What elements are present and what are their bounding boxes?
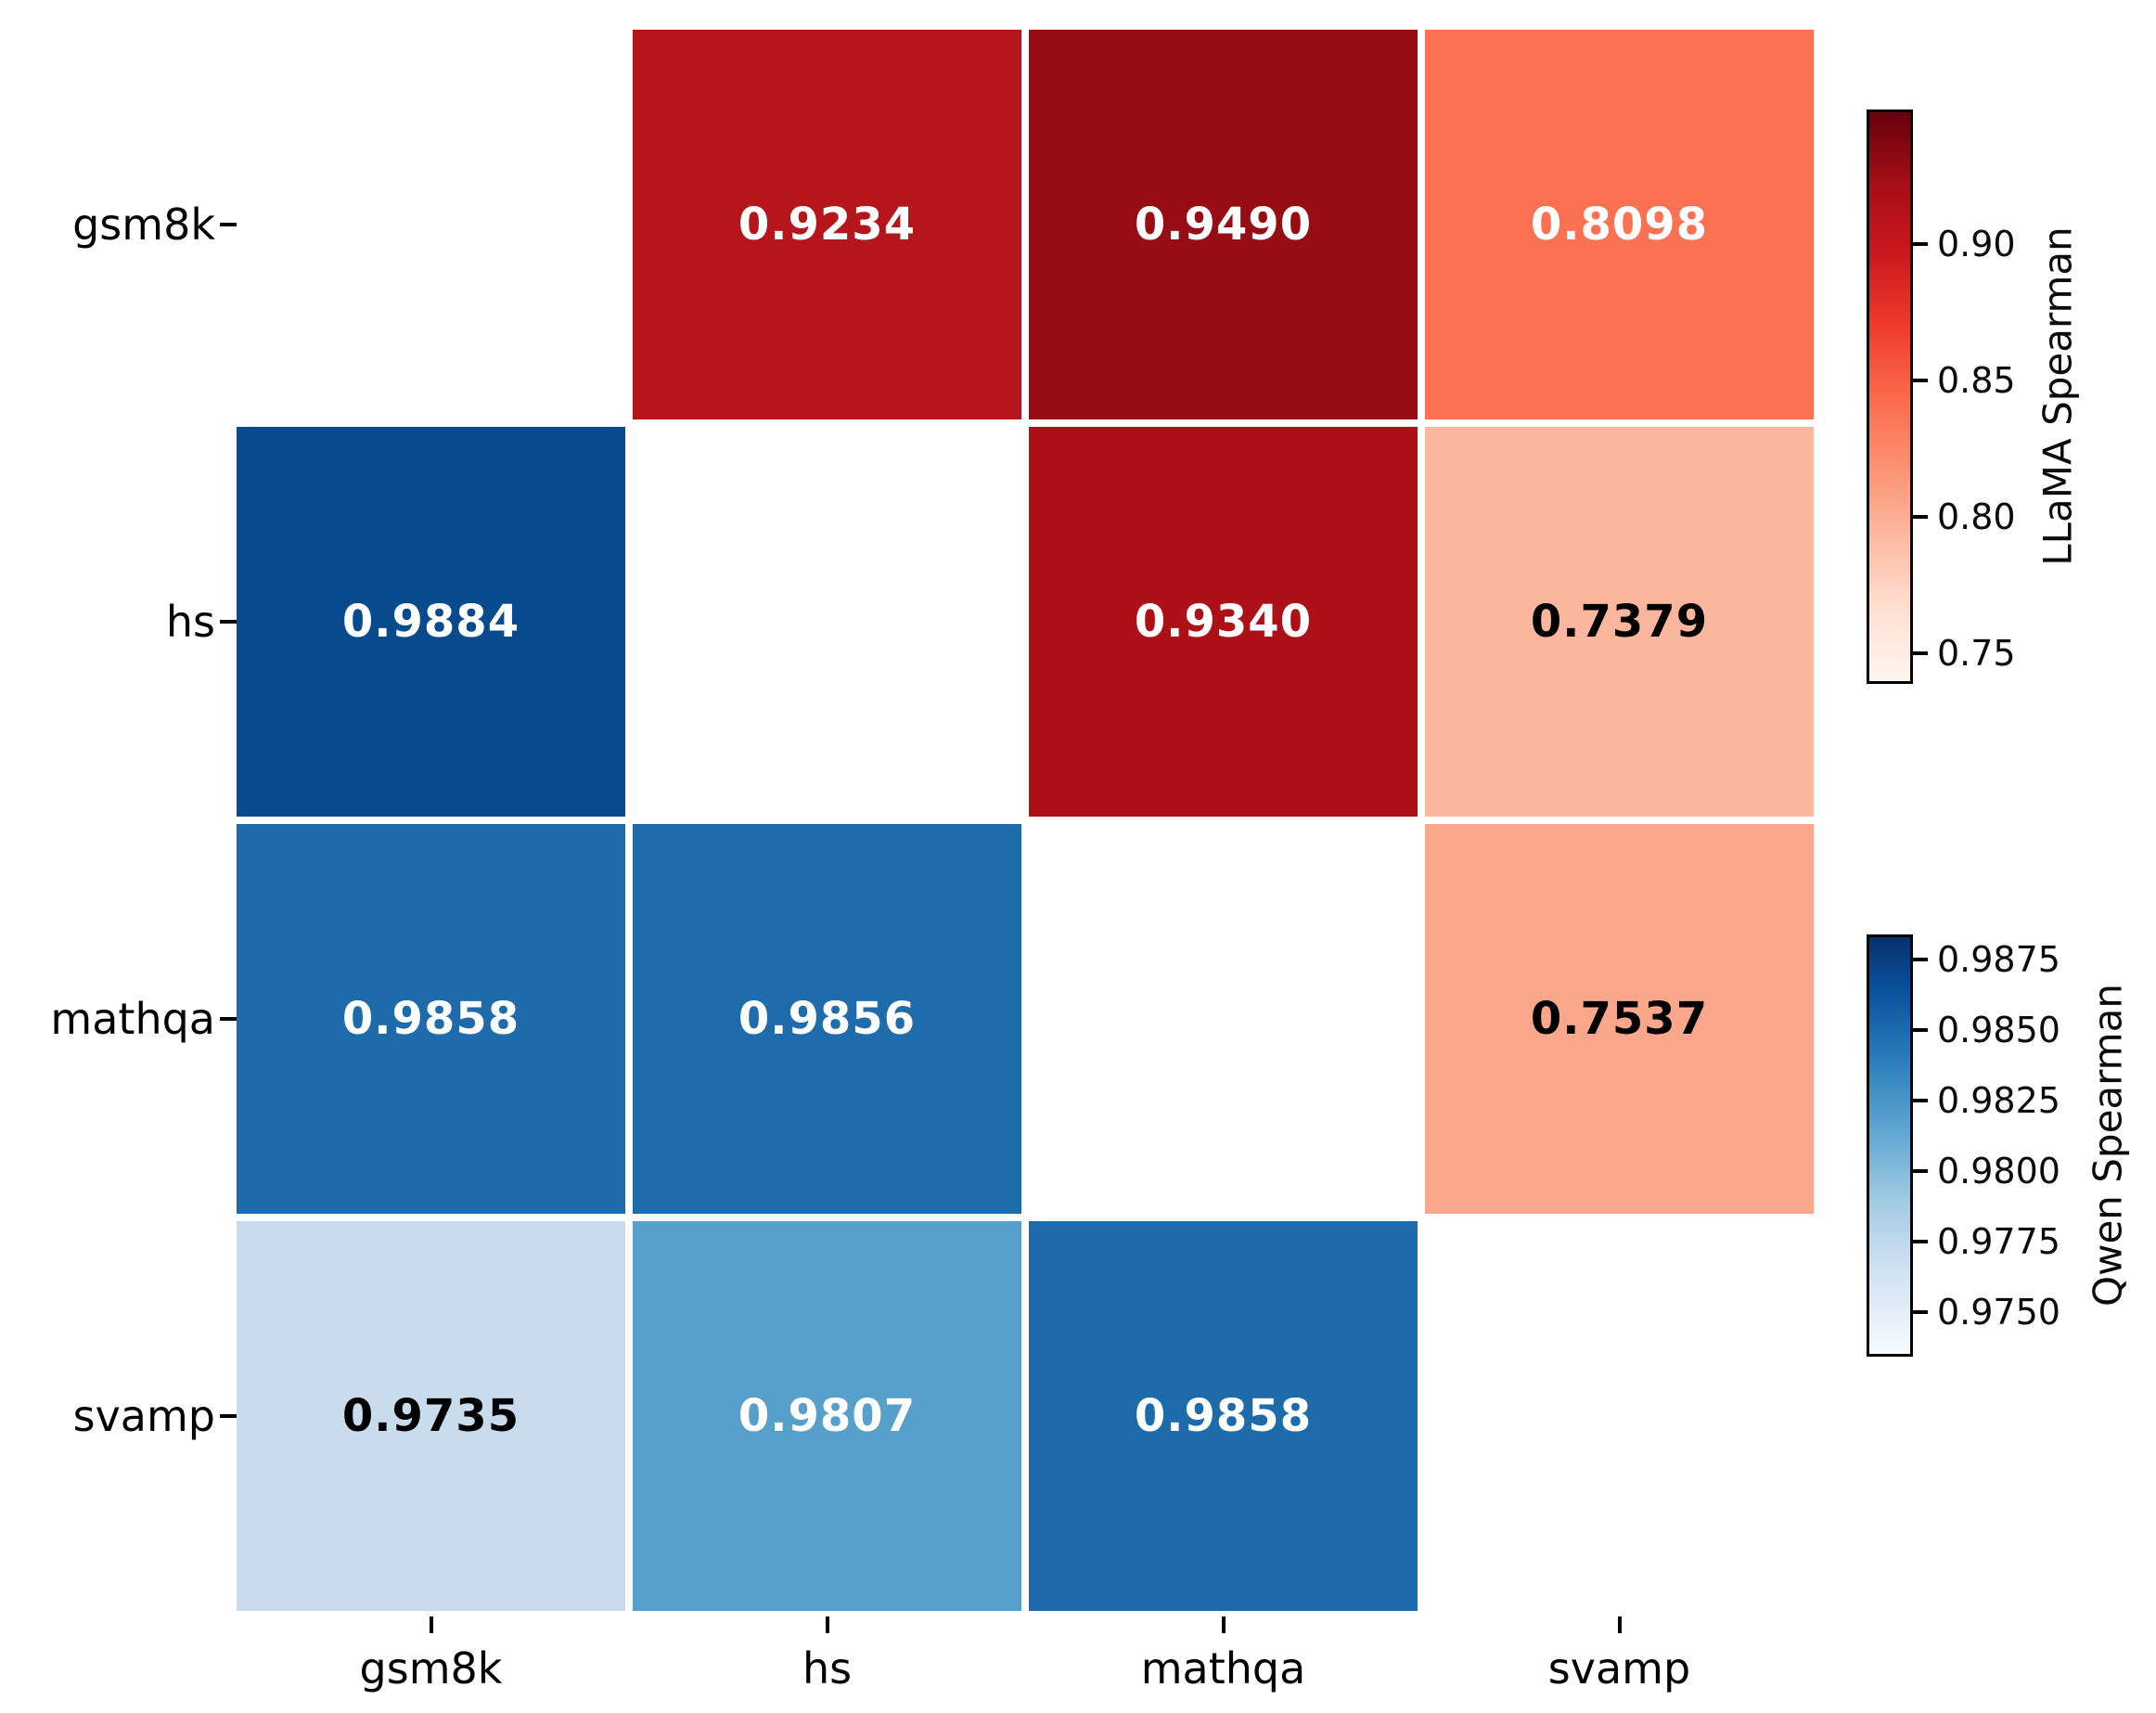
y-axis-label: svamp	[72, 1391, 215, 1441]
heatmap-cell-value: 0.9340	[1134, 596, 1313, 648]
heatmap-cell-value: 0.9856	[738, 993, 917, 1045]
heatmap-cell: 0.9858	[237, 824, 625, 1214]
colorbar-tick	[1913, 379, 1928, 383]
heatmap-cell: 0.9858	[1029, 1221, 1418, 1611]
heatmap-cell-value: 0.9490	[1134, 199, 1313, 251]
heatmap-cell: 0.9856	[633, 824, 1021, 1214]
heatmap-cell-value: 0.9858	[1134, 1390, 1313, 1442]
heatmap-cell-value: 0.7537	[1530, 993, 1709, 1045]
colorbar-tick	[1913, 514, 1928, 519]
heatmap-cell: 0.9490	[1029, 30, 1418, 419]
y-axis-label: gsm8k	[72, 200, 215, 250]
colorbar-llama-gradient	[1867, 109, 1913, 684]
heatmap-cell: 0.7379	[1425, 427, 1814, 817]
colorbar-tick	[1913, 1027, 1928, 1032]
colorbar-tick-label: 0.9825	[1937, 1079, 2060, 1121]
heatmap-cell: 0.9234	[633, 30, 1021, 419]
x-axis-label: svamp	[1547, 1643, 1691, 1694]
colorbar-tick-label: 0.9800	[1937, 1150, 2060, 1191]
colorbar-llama-title: LLaMA Spearman	[2034, 226, 2081, 566]
colorbar-tick-label: 0.80	[1937, 496, 2016, 537]
heatmap-cell: 0.9884	[237, 427, 625, 817]
colorbar-tick	[1913, 1168, 1928, 1173]
colorbar-tick-label: 0.85	[1937, 360, 2016, 402]
heatmap-cell: 0.9735	[237, 1221, 625, 1611]
colorbar-tick-label: 0.75	[1937, 633, 2016, 675]
colorbar-tick	[1913, 241, 1928, 246]
x-axis-tick	[1617, 1616, 1622, 1633]
y-axis-label: mathqa	[50, 994, 215, 1044]
y-axis-tick	[220, 1017, 237, 1021]
colorbar-tick-label: 0.9850	[1937, 1009, 2060, 1050]
colorbar-tick	[1913, 1098, 1928, 1102]
colorbar-qwen-gradient	[1867, 934, 1913, 1357]
heatmap-cell-value: 0.7379	[1530, 596, 1709, 648]
heatmap-cell-value: 0.9735	[341, 1390, 520, 1442]
x-axis-label: hs	[802, 1643, 853, 1694]
y-axis-label: hs	[165, 597, 215, 647]
colorbar-tick-label: 0.9775	[1937, 1220, 2060, 1262]
colorbar-qwen-title: Qwen Spearman	[2085, 984, 2131, 1307]
heatmap-cell-value: 0.9858	[341, 993, 520, 1045]
heatmap-cell: 0.9807	[633, 1221, 1021, 1611]
x-axis-tick	[825, 1616, 829, 1633]
heatmap-cell-value: 0.9884	[341, 596, 520, 648]
heatmap-cell-value: 0.9234	[738, 199, 917, 251]
heatmap-cell-value: 0.9807	[738, 1390, 917, 1442]
colorbar-tick	[1913, 957, 1928, 961]
y-axis-tick	[220, 223, 237, 226]
x-axis-tick	[429, 1616, 433, 1633]
x-axis-label: mathqa	[1140, 1643, 1306, 1694]
y-axis-tick	[220, 1414, 237, 1418]
colorbar-tick	[1913, 651, 1928, 656]
x-axis-tick	[1221, 1616, 1226, 1633]
colorbar-tick	[1913, 1310, 1928, 1315]
heatmap-grid: 0.9234 0.9490 0.8098 0.9884 0.9340 0.7379 0.98…	[233, 26, 1817, 1615]
heatmap-cell-value: 0.8098	[1530, 199, 1709, 251]
colorbar-tick-label: 0.90	[1937, 223, 2016, 264]
y-axis-tick	[220, 620, 237, 624]
heatmap-cell: 0.7537	[1425, 824, 1814, 1214]
colorbar-tick	[1913, 1239, 1928, 1243]
heatmap-cell: 0.9340	[1029, 427, 1418, 817]
heatmap-cell: 0.8098	[1425, 30, 1814, 419]
colorbar-tick-label: 0.9875	[1937, 938, 2060, 980]
x-axis-label: gsm8k	[359, 1643, 503, 1694]
colorbar-tick-label: 0.9750	[1937, 1292, 2060, 1333]
